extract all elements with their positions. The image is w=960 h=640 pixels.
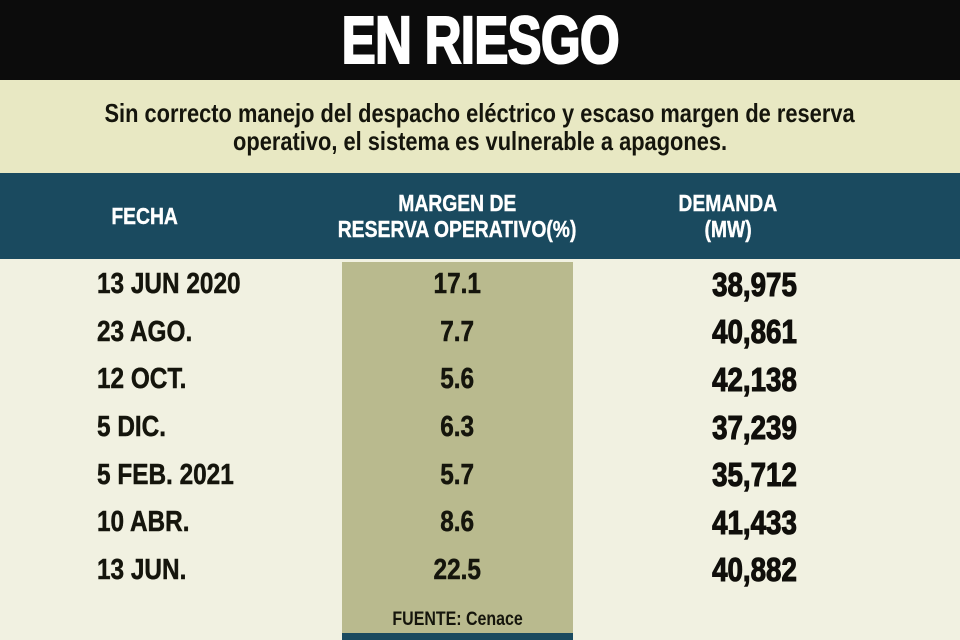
table-row: 13 JUN 2020 17.1 38,975 — [0, 261, 960, 309]
cell-demanda: 42,138 — [711, 360, 797, 398]
subtitle-line-1: Sin correcto manejo del despacho eléctri… — [104, 97, 856, 128]
cell-fecha: 12 OCT. — [97, 363, 187, 396]
cell-fecha: 13 JUN 2020 — [97, 268, 241, 301]
cell-demanda: 37,239 — [711, 408, 797, 446]
cell-demanda: 40,882 — [711, 551, 797, 589]
cell-demanda: 38,975 — [711, 265, 797, 303]
subtitle-line-2: operativo, el sistema es vulnerable a ap… — [232, 125, 728, 156]
table-row: 5 FEB. 2021 5.7 35,712 — [0, 451, 960, 499]
table-row: 13 JUN. 22.5 40,882 — [0, 547, 960, 595]
table-row: 23 AGO. 7.7 40,861 — [0, 309, 960, 357]
cell-margen: 6.3 — [440, 411, 475, 444]
cell-fecha: 23 AGO. — [97, 315, 193, 349]
cell-fecha: 5 FEB. 2021 — [97, 458, 234, 491]
cell-demanda: 35,712 — [711, 456, 797, 494]
column-header-demanda: DEMANDA (MW) — [678, 190, 778, 242]
cell-fecha: 5 DIC. — [97, 411, 167, 444]
cell-fecha: 13 JUN. — [97, 553, 187, 587]
table-row: 5 DIC. 6.3 37,239 — [0, 404, 960, 452]
highlight-column-background — [342, 262, 573, 640]
cell-demanda: 40,861 — [711, 313, 797, 351]
cell-fecha: 10 ABR. — [97, 506, 190, 539]
cell-margen: 8.6 — [440, 506, 475, 539]
source-note: FUENTE: Cenace — [392, 609, 523, 630]
cell-margen: 7.7 — [440, 315, 475, 349]
cell-demanda: 41,433 — [711, 503, 797, 541]
title-bar: EN RIESGO — [0, 0, 960, 80]
table-header: FECHA MARGEN DE RESERVA OPERATIVO(%) DEM… — [0, 173, 960, 259]
table-body: 13 JUN 2020 17.1 38,975 23 AGO. 7.7 40,8… — [0, 259, 960, 640]
table-row: 12 OCT. 5.6 42,138 — [0, 356, 960, 404]
cell-margen: 5.7 — [440, 458, 475, 491]
cell-margen: 17.1 — [433, 268, 482, 301]
cell-margen: 22.5 — [433, 553, 482, 587]
column-header-fecha: FECHA — [111, 203, 179, 229]
page-title: EN RIESGO — [341, 2, 621, 79]
cell-margen: 5.6 — [440, 363, 475, 396]
subtitle-band: Sin correcto manejo del despacho eléctri… — [0, 80, 960, 173]
bottom-accent-bar — [342, 633, 573, 640]
column-header-margen: MARGEN DE RESERVA OPERATIVO(%) — [338, 190, 577, 242]
table-row: 10 ABR. 8.6 41,433 — [0, 499, 960, 547]
table-rows: 13 JUN 2020 17.1 38,975 23 AGO. 7.7 40,8… — [0, 261, 960, 594]
